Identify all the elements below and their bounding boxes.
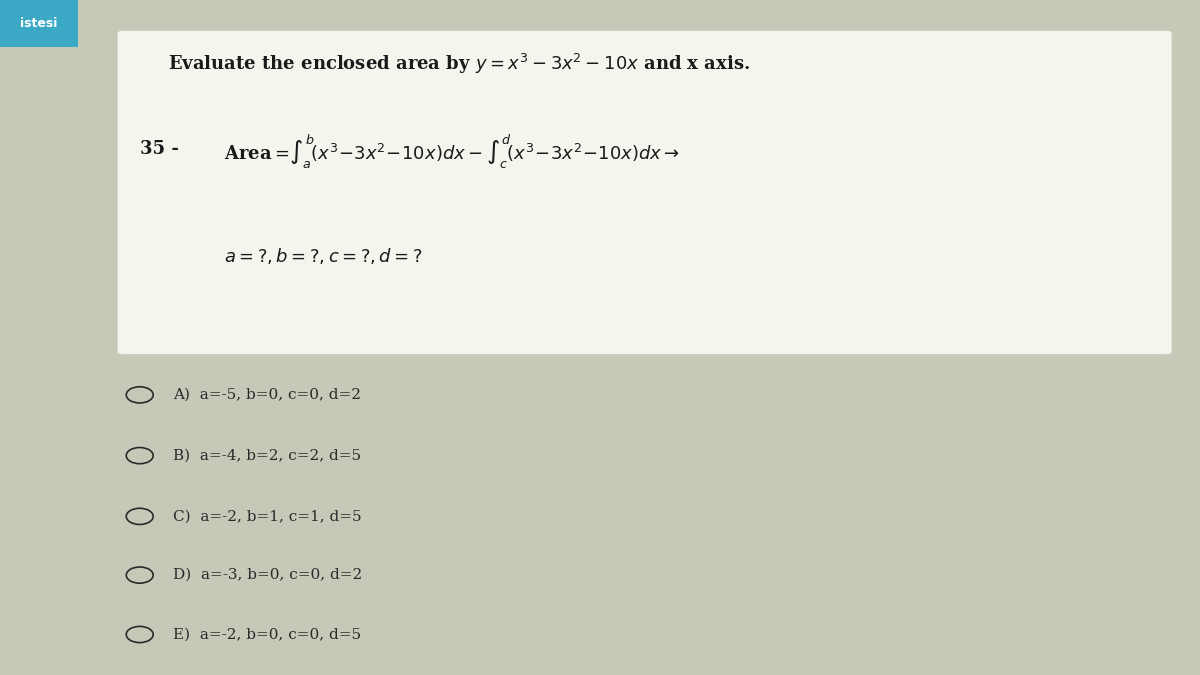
Text: Area$=\!\int_a^b\!(x^3\!-\!3x^2\!-\!10x)dx - \int_c^d\!(x^3\!-\!3x^2\!-\!10x)dx : Area$=\!\int_a^b\!(x^3\!-\!3x^2\!-\!10x)… — [224, 133, 680, 171]
Text: E)  a=-2, b=0, c=0, d=5: E) a=-2, b=0, c=0, d=5 — [173, 628, 361, 641]
Text: $a = ?,b = ?,c = ?,d = ?$: $a = ?,b = ?,c = ?,d = ?$ — [224, 246, 422, 267]
Text: C)  a=-2, b=1, c=1, d=5: C) a=-2, b=1, c=1, d=5 — [173, 510, 362, 523]
Text: B)  a=-4, b=2, c=2, d=5: B) a=-4, b=2, c=2, d=5 — [173, 449, 361, 462]
FancyBboxPatch shape — [118, 30, 1172, 354]
Text: Evaluate the enclosed area by $y = x^3 - 3x^2 - 10x$ and x axis.: Evaluate the enclosed area by $y = x^3 -… — [168, 52, 750, 76]
Text: istesi: istesi — [20, 17, 58, 30]
FancyBboxPatch shape — [0, 0, 78, 47]
Text: D)  a=-3, b=0, c=0, d=2: D) a=-3, b=0, c=0, d=2 — [173, 568, 362, 582]
Text: A)  a=-5, b=0, c=0, d=2: A) a=-5, b=0, c=0, d=2 — [173, 388, 361, 402]
Text: 35 -: 35 - — [139, 140, 179, 157]
